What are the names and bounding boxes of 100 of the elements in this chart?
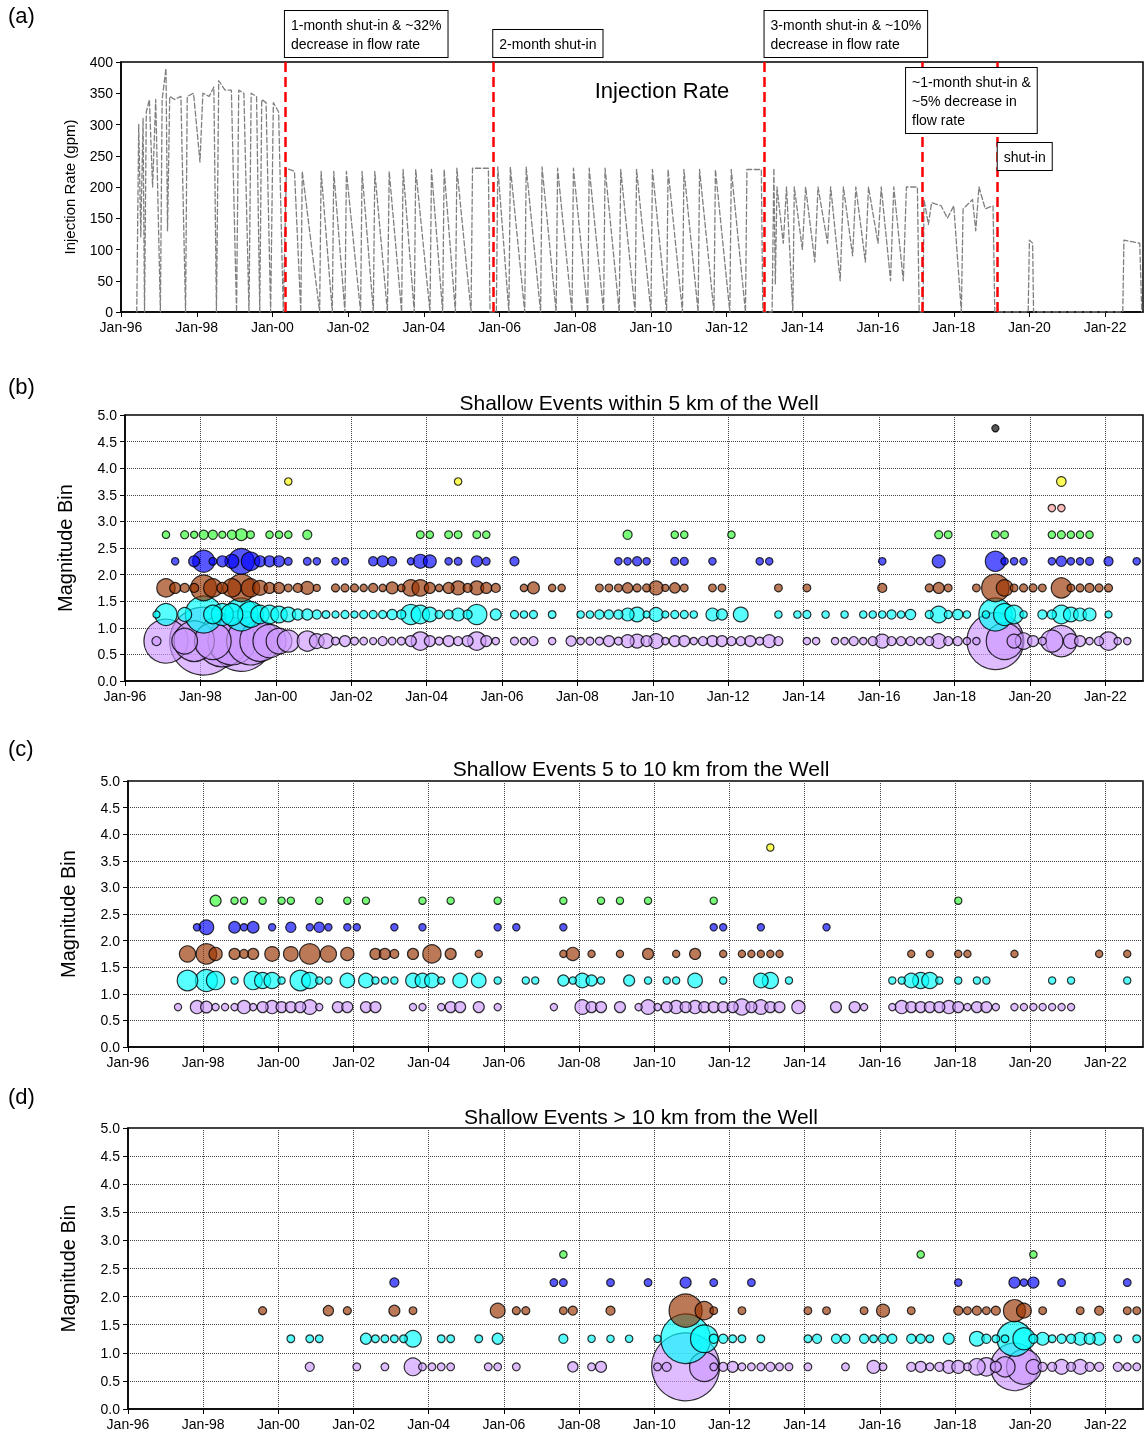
chart-title: Shallow Events > 10 km from the Well bbox=[464, 1105, 818, 1128]
x-tick-label: Jan-96 bbox=[106, 1054, 150, 1070]
x-tick-label: Jan-02 bbox=[329, 688, 373, 704]
x-tick-label: Jan-98 bbox=[175, 319, 219, 335]
x-tick-label: Jan-06 bbox=[480, 688, 524, 704]
ref-line-label: ~1-month shut-in & ~5% decrease in flow rate bbox=[912, 73, 1032, 128]
x-tick-label: Jan-98 bbox=[179, 688, 223, 704]
chart-title: Shallow Events 5 to 10 km from the Well bbox=[452, 757, 830, 780]
y-tick-label: 1.0 bbox=[97, 619, 118, 636]
chart-title: Shallow Events within 5 km of the Well bbox=[459, 391, 819, 414]
x-tick-label: Jan-22 bbox=[1084, 1054, 1128, 1070]
y-tick-label: 250 bbox=[89, 147, 114, 164]
y-tick-label: 2.0 bbox=[97, 566, 118, 583]
ref-line-label: shut-in bbox=[1003, 148, 1046, 165]
x-tick-label: Jan-10 bbox=[632, 1054, 676, 1070]
x-tick-label: Jan-02 bbox=[332, 1054, 376, 1070]
y-tick-label: 0.0 bbox=[100, 1039, 121, 1055]
x-tick-label: Jan-12 bbox=[708, 1054, 752, 1070]
ref-line-label: 3-month shut-in & ~10% decrease in flow rate bbox=[770, 16, 922, 52]
x-tick-label: Jan-96 bbox=[103, 688, 147, 704]
ref-line-label: 1-month shut-in & ~32% decrease in flow rate bbox=[290, 16, 442, 52]
x-tick-label: Jan-20 bbox=[1008, 319, 1052, 335]
y-tick-label: 0.5 bbox=[100, 1012, 121, 1029]
y-tick-label: 150 bbox=[89, 210, 114, 227]
y-tick-label: 3.5 bbox=[97, 486, 118, 503]
y-tick-label: 2.0 bbox=[100, 932, 121, 949]
y-tick-label: 1.0 bbox=[100, 1344, 121, 1361]
x-tick-label: Jan-08 bbox=[557, 1054, 601, 1070]
x-tick-label: Jan-20 bbox=[1008, 1054, 1052, 1070]
y-tick-label: 5.0 bbox=[100, 1120, 121, 1136]
x-tick-label: Jan-02 bbox=[332, 1416, 376, 1432]
y-tick-label: 1.5 bbox=[100, 959, 121, 976]
x-tick-label: Jan-04 bbox=[407, 1416, 451, 1432]
y-tick-label: 0.5 bbox=[100, 1372, 121, 1389]
text: (d) bbox=[8, 1083, 35, 1109]
x-tick-label: Jan-02 bbox=[326, 319, 370, 335]
y-tick-label: 200 bbox=[89, 179, 114, 195]
x-tick-label: Jan-14 bbox=[782, 688, 826, 704]
x-tick-label: Jan-00 bbox=[254, 688, 298, 704]
y-tick-label: 3.5 bbox=[100, 852, 121, 869]
y-tick-label: 4.5 bbox=[100, 1148, 121, 1165]
y-tick-label: 3.5 bbox=[100, 1204, 121, 1221]
y-tick-label: 2.5 bbox=[100, 1260, 121, 1277]
x-tick-label: Jan-16 bbox=[858, 1416, 902, 1432]
x-tick-label: Jan-18 bbox=[932, 319, 976, 335]
x-tick-label: Jan-18 bbox=[933, 1054, 977, 1070]
x-tick-label: Jan-12 bbox=[708, 1416, 752, 1432]
x-tick-label: Jan-22 bbox=[1083, 319, 1127, 335]
text: (c) bbox=[8, 735, 34, 761]
x-tick-label: Jan-14 bbox=[780, 319, 824, 335]
x-tick-label: Jan-20 bbox=[1008, 688, 1052, 704]
y-tick-label: 4.5 bbox=[97, 433, 118, 450]
y-tick-label: 3.0 bbox=[100, 879, 121, 896]
x-tick-label: Jan-08 bbox=[556, 688, 600, 704]
y-axis-title: Magnitude Bin bbox=[54, 484, 76, 612]
x-tick-label: Jan-04 bbox=[405, 688, 449, 704]
y-axis-title: Injection Rate (gpm) bbox=[61, 119, 78, 255]
y-tick-label: 4.0 bbox=[97, 460, 118, 477]
y-tick-label: 3.0 bbox=[100, 1232, 121, 1249]
x-tick-label: Jan-16 bbox=[857, 688, 901, 704]
y-tick-label: 350 bbox=[89, 85, 114, 102]
y-tick-label: 0 bbox=[105, 304, 114, 320]
text: (b) bbox=[8, 373, 35, 399]
y-tick-label: 5.0 bbox=[100, 773, 121, 789]
y-axis-title: Magnitude Bin bbox=[57, 1204, 79, 1333]
x-tick-label: Jan-00 bbox=[251, 319, 295, 335]
y-tick-label: 100 bbox=[89, 241, 114, 258]
y-tick-label: 1.0 bbox=[100, 985, 121, 1002]
x-tick-label: Jan-98 bbox=[181, 1054, 225, 1070]
y-tick-label: 5.0 bbox=[97, 407, 118, 423]
x-tick-label: Jan-10 bbox=[629, 319, 673, 335]
x-tick-label: Jan-14 bbox=[783, 1416, 827, 1432]
x-tick-label: Jan-10 bbox=[631, 688, 675, 704]
text: Injection Rate bbox=[594, 77, 730, 103]
y-tick-label: 2.5 bbox=[97, 540, 118, 556]
y-tick-label: 2.0 bbox=[100, 1288, 121, 1305]
x-tick-label: Jan-10 bbox=[632, 1416, 676, 1432]
y-tick-label: 0.0 bbox=[97, 673, 118, 689]
x-tick-label: Jan-12 bbox=[706, 688, 750, 704]
x-tick-label: Jan-08 bbox=[557, 1416, 601, 1432]
x-tick-label: Jan-12 bbox=[705, 319, 749, 335]
x-tick-label: Jan-16 bbox=[858, 1054, 902, 1070]
y-tick-label: 0.5 bbox=[97, 646, 118, 663]
x-tick-label: Jan-22 bbox=[1083, 688, 1127, 704]
x-tick-label: Jan-22 bbox=[1084, 1416, 1128, 1432]
line-series bbox=[136, 67, 1143, 313]
y-tick-label: 2.5 bbox=[100, 906, 121, 922]
y-tick-label: 50 bbox=[97, 272, 114, 289]
y-tick-label: 300 bbox=[89, 116, 114, 133]
x-tick-label: Jan-04 bbox=[407, 1054, 451, 1070]
x-tick-label: Jan-00 bbox=[256, 1054, 300, 1070]
x-tick-label: Jan-96 bbox=[106, 1416, 150, 1432]
x-tick-label: Jan-96 bbox=[99, 319, 143, 335]
x-tick-label: Jan-18 bbox=[933, 688, 977, 704]
y-tick-label: 1.5 bbox=[97, 593, 118, 610]
ref-line-label: 2-month shut-in bbox=[499, 35, 597, 52]
x-tick-label: Jan-08 bbox=[553, 319, 597, 335]
y-tick-label: 4.0 bbox=[100, 826, 121, 843]
text: (a) bbox=[8, 2, 35, 28]
x-tick-label: Jan-00 bbox=[256, 1416, 300, 1432]
